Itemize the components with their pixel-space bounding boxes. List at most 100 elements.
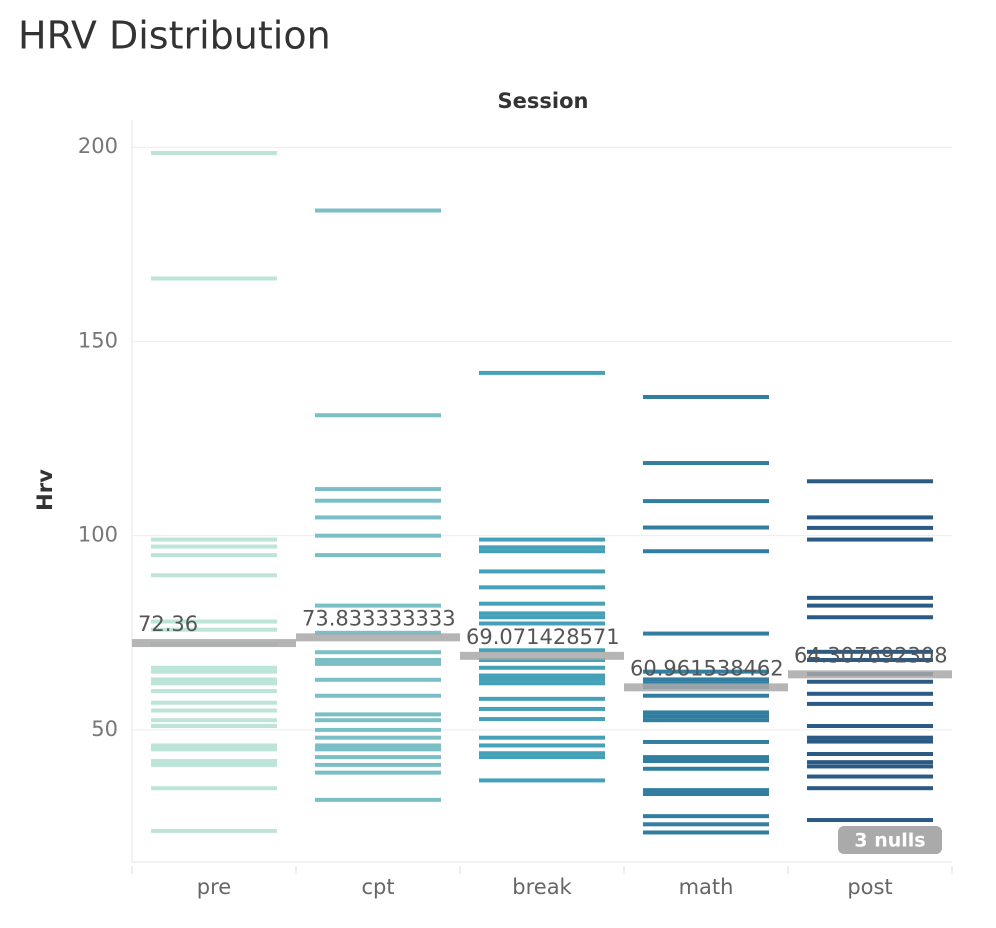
strip-line [807, 657, 933, 662]
strip-line [151, 627, 277, 632]
strip-line [643, 710, 769, 715]
strip-line [479, 621, 605, 626]
mean-line [296, 633, 460, 642]
strip-line [479, 677, 605, 682]
strip-line [479, 673, 605, 678]
strip-line [807, 615, 933, 620]
strip-line [643, 814, 769, 819]
strip-line [315, 603, 441, 608]
x-tick-label: pre [197, 875, 231, 899]
strip-line [807, 649, 933, 654]
mean-label: 72.36 [138, 612, 198, 636]
strip-line [807, 537, 933, 542]
strip-line [479, 706, 605, 711]
strip-line [315, 498, 441, 503]
strip-line [643, 792, 769, 797]
strip-line [807, 515, 933, 520]
strip-line [151, 151, 277, 156]
y-tick-label: 100 [78, 523, 118, 547]
column-header: Session [498, 89, 589, 113]
strip-line [151, 828, 277, 833]
strip-line [151, 747, 277, 752]
mean-label: 69.071428571 [466, 625, 620, 649]
strip-line [807, 479, 933, 484]
strip-line [807, 525, 933, 530]
strip-line [315, 770, 441, 775]
strip-line [151, 276, 277, 281]
strip-line [151, 553, 277, 558]
strip-line [151, 758, 277, 763]
y-tick-label: 200 [78, 134, 118, 158]
strip-line [479, 569, 605, 574]
strip-line [479, 657, 605, 662]
mean-line [788, 670, 952, 679]
strip-line [479, 751, 605, 756]
strip-line [315, 797, 441, 802]
strip-line [151, 537, 277, 542]
strip-line [643, 755, 769, 760]
x-tick-label: cpt [361, 875, 394, 899]
strip-line [643, 631, 769, 636]
strip-line [807, 774, 933, 779]
strip-line [643, 669, 769, 674]
strip-line [479, 681, 605, 686]
strip-line [315, 735, 441, 740]
strip-line [479, 755, 605, 760]
strip-line [315, 693, 441, 698]
strip-line [315, 718, 441, 723]
strip-line [479, 615, 605, 620]
strip-line [479, 611, 605, 616]
strip-line [643, 677, 769, 682]
strip-line [807, 679, 933, 684]
strip-line [807, 595, 933, 600]
strip-line [315, 661, 441, 666]
strip-line [315, 762, 441, 767]
strip-line [807, 724, 933, 729]
strip-line [807, 691, 933, 696]
strip-line [479, 537, 605, 542]
strip-line [151, 619, 277, 624]
null-indicator: 3 nulls [854, 830, 925, 852]
y-tick-label: 150 [78, 328, 118, 352]
strip-line [479, 696, 605, 701]
mean-label: 60.961538462 [630, 656, 784, 680]
strip-line [151, 677, 277, 682]
strip-line [479, 717, 605, 722]
strip-line [315, 553, 441, 558]
strip-line [151, 786, 277, 791]
strip-line [151, 665, 277, 670]
strip-line [807, 786, 933, 791]
strip-line [807, 739, 933, 744]
strip-line [643, 739, 769, 744]
y-axis-label: Hrv [33, 469, 57, 511]
strip-line [643, 758, 769, 763]
strip-line [315, 755, 441, 760]
mean-label: 64.307692308 [794, 643, 948, 667]
strip-line [151, 700, 277, 705]
strip-line [315, 747, 441, 752]
strip-line [315, 533, 441, 538]
strip-line [807, 603, 933, 608]
mean-line [460, 651, 624, 660]
strip-line [479, 545, 605, 550]
mean-line [132, 639, 296, 648]
strip-line [151, 743, 277, 748]
strip-line [643, 394, 769, 399]
strip-line [643, 714, 769, 719]
strip-line [479, 743, 605, 748]
strip-line [643, 718, 769, 723]
strip-line [315, 650, 441, 655]
y-tick-label: 50 [91, 717, 118, 741]
strip-line [315, 743, 441, 748]
strip-line [151, 724, 277, 729]
strip-line [151, 689, 277, 694]
strip-line [807, 818, 933, 823]
strip-line [315, 727, 441, 732]
strip-line [643, 822, 769, 827]
strip-line [643, 681, 769, 686]
strip-line [807, 752, 933, 757]
strip-line [479, 370, 605, 375]
strip-line [315, 712, 441, 717]
strip-line [479, 601, 605, 606]
